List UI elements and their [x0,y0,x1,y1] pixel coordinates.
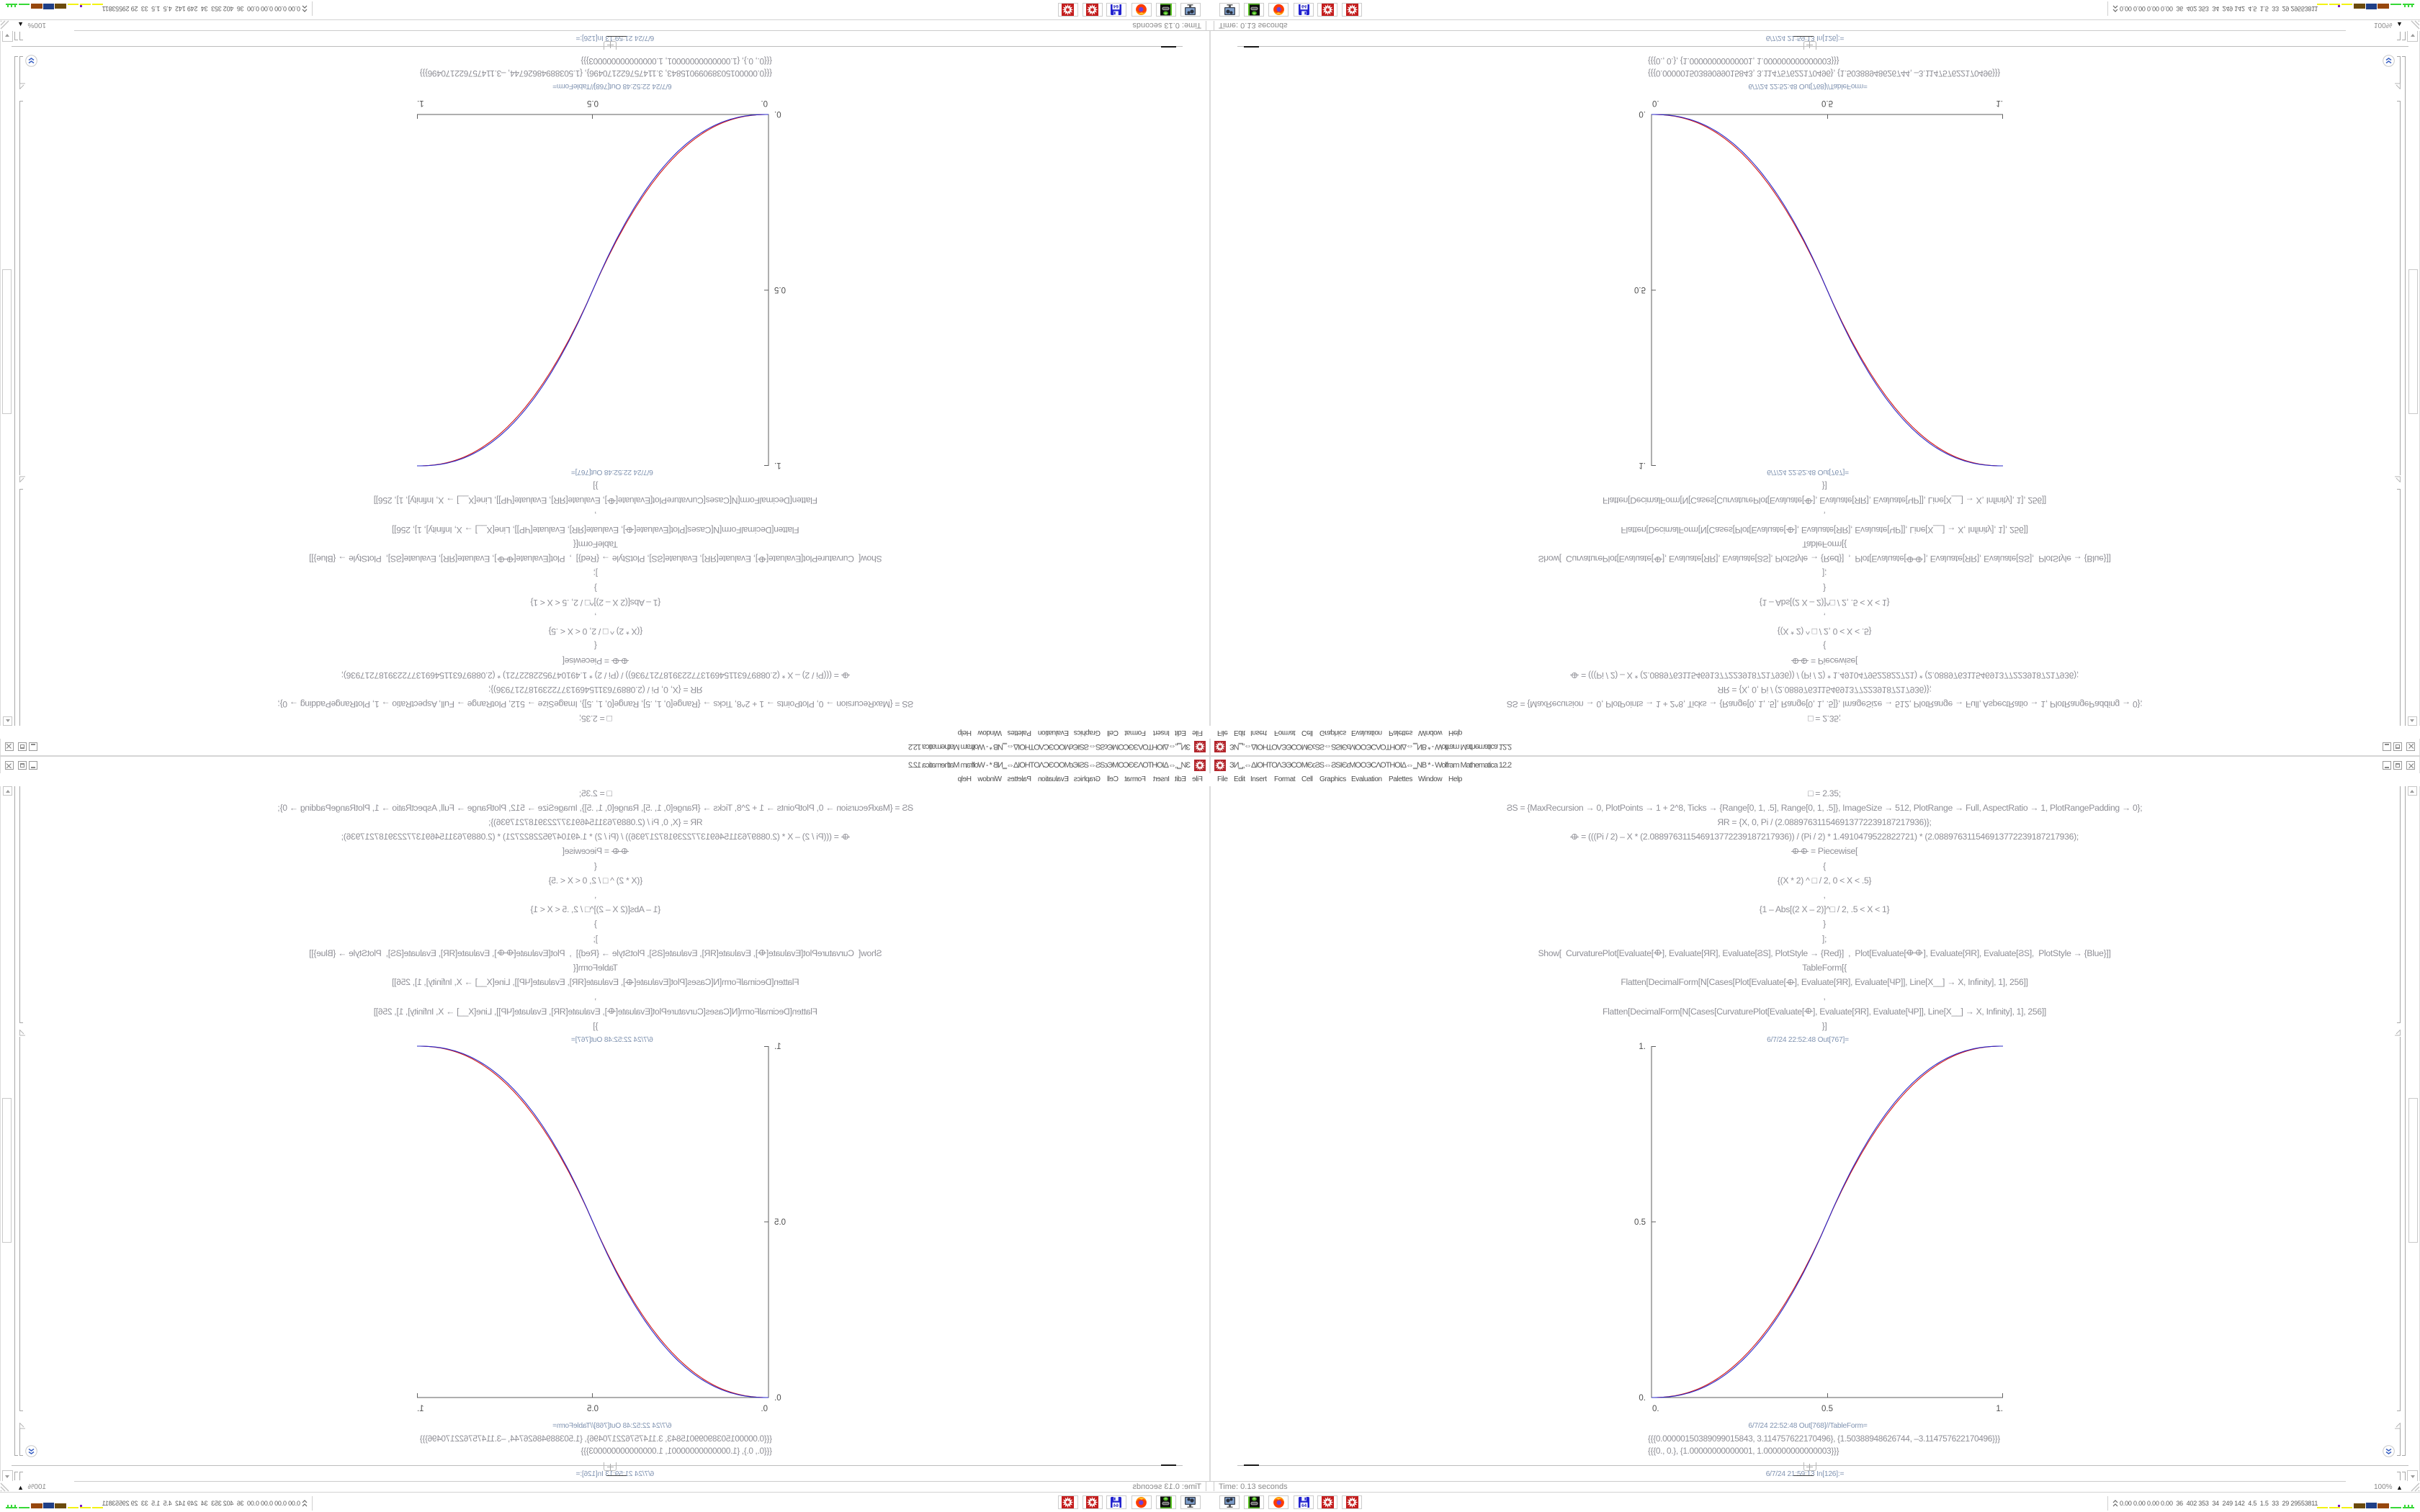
svg-text:1.: 1. [1996,1405,2003,1413]
svg-text:1.: 1. [1996,99,2003,107]
svg-text:0.5: 0.5 [1634,285,1646,294]
svg-text:0.: 0. [774,109,781,118]
svg-text:0.5: 0.5 [1634,1218,1646,1227]
svg-text:1.: 1. [417,99,424,107]
svg-text:0.: 0. [761,99,768,107]
svg-text:0.: 0. [1639,1394,1646,1403]
svg-text:0.5: 0.5 [774,1218,786,1227]
svg-text:0.: 0. [1652,99,1659,107]
svg-text:64: 64 [1301,1503,1307,1508]
svg-text:0.: 0. [774,1394,781,1403]
svg-text:64: 64 [1113,4,1119,9]
svg-text:64: 64 [1301,4,1307,9]
svg-text:1.: 1. [774,1043,781,1051]
svg-text:0.: 0. [761,1405,768,1413]
svg-text:1.: 1. [1639,461,1646,469]
svg-text:0.5: 0.5 [587,1405,599,1413]
svg-text:0.5: 0.5 [587,99,599,107]
svg-text:64: 64 [1113,1503,1119,1508]
svg-text:0.: 0. [1652,1405,1659,1413]
svg-text:0.5: 0.5 [1821,1405,1833,1413]
svg-text:1.: 1. [1639,1043,1646,1051]
svg-text:1.: 1. [774,461,781,469]
svg-text:0.5: 0.5 [1821,99,1833,107]
svg-text:0.: 0. [1639,109,1646,118]
svg-text:0.5: 0.5 [774,285,786,294]
svg-text:1.: 1. [417,1405,424,1413]
